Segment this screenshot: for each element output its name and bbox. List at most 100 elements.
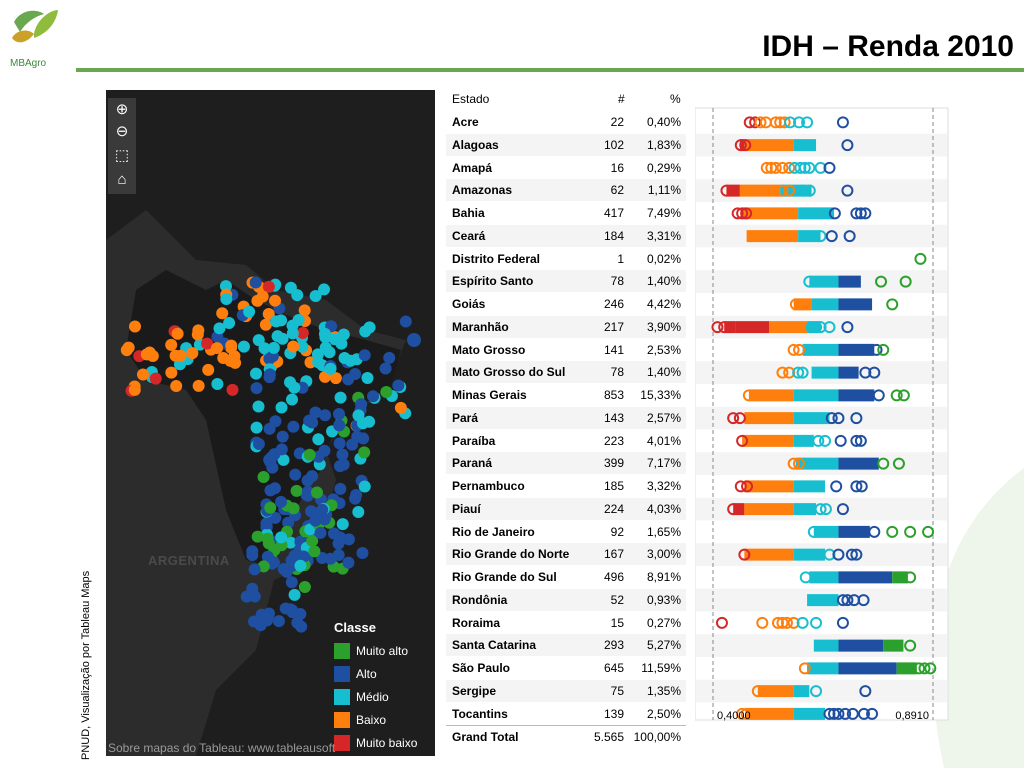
table-row[interactable]: Tocantins 139 2,50%	[446, 703, 686, 725]
table-row[interactable]: Pará 143 2,57%	[446, 406, 686, 429]
table-row[interactable]: Paraná 399 7,17%	[446, 452, 686, 475]
map-panel[interactable]	[106, 90, 435, 756]
home-icon[interactable]: ⌂	[117, 171, 127, 188]
municipality-dot	[251, 294, 264, 307]
header-estado[interactable]: Estado	[452, 92, 490, 106]
table-row[interactable]: Rondônia 52 0,93%	[446, 588, 686, 611]
municipality-dot	[289, 468, 302, 481]
cell-percent: 0,93%	[646, 592, 681, 607]
municipality-dot	[287, 502, 300, 515]
municipality-dot	[191, 328, 204, 341]
chart-range-bar	[744, 480, 794, 493]
municipality-dot	[334, 391, 347, 404]
municipality-dot	[314, 526, 327, 539]
chart-point	[814, 161, 827, 174]
chart-point	[740, 207, 753, 220]
municipality-dot	[297, 550, 310, 563]
cell-count: 417	[603, 206, 624, 220]
chart-point	[769, 116, 782, 129]
legend-item[interactable]: Baixo	[334, 708, 417, 731]
chart-point	[796, 366, 809, 379]
municipality-dot	[327, 527, 340, 540]
table-row[interactable]: Paraíba 223 4,01%	[446, 430, 686, 452]
cell-percent: 0,02%	[646, 251, 681, 266]
table-row[interactable]: Santa Catarina 293 5,27%	[446, 634, 686, 657]
cell-estado: Rio Grande do Sul	[452, 570, 557, 584]
chart-range-bar	[793, 412, 830, 425]
cell-percent: 7,49%	[646, 206, 681, 220]
table-row[interactable]: Acre 22 0,40%	[446, 111, 686, 133]
table-row[interactable]: Goiás 246 4,42%	[446, 293, 686, 315]
table-row[interactable]: Piauí 224 4,03%	[446, 497, 686, 520]
cell-count: 141	[603, 342, 624, 357]
chart-point	[787, 343, 800, 356]
table-row[interactable]: Rio de Janeiro 92 1,65%	[446, 521, 686, 543]
municipality-dot	[252, 400, 265, 413]
map-canvas	[106, 210, 421, 756]
table-row[interactable]: Maranhão 217 3,90%	[446, 315, 686, 338]
legend-swatch-alto	[334, 665, 350, 682]
chart-point	[859, 366, 872, 379]
table-row[interactable]: Minas Gerais 853 15,33%	[446, 384, 686, 406]
chart-point	[866, 707, 879, 720]
cell-percent: 2,57%	[646, 410, 681, 425]
municipality-dot	[229, 356, 242, 369]
municipality-dot	[252, 334, 265, 347]
table-row[interactable]: Pernambuco 185 3,32%	[446, 475, 686, 497]
municipality-dot	[186, 347, 199, 360]
table-row[interactable]: Alagoas 102 1,83%	[446, 133, 686, 156]
chart-point	[718, 321, 731, 334]
cell-percent: 8,91%	[646, 570, 681, 584]
legend-item[interactable]: Médio	[334, 685, 417, 708]
map-attribution-link[interactable]: Sobre mapas do Tableau: www.tableausoft	[108, 741, 336, 755]
table-row[interactable]: Rio Grande do Sul 496 8,91%	[446, 566, 686, 588]
table-row[interactable]: Mato Grosso do Sul 78 1,40%	[446, 361, 686, 384]
chart-point	[875, 275, 888, 288]
zoom-out-icon[interactable]: ⊖	[115, 123, 129, 140]
table-row[interactable]: Espírito Santo 78 1,40%	[446, 270, 686, 293]
legend-swatch-muito-baixo	[334, 734, 350, 751]
table-row[interactable]: São Paulo 645 11,59%	[446, 657, 686, 679]
chart-point	[836, 594, 849, 607]
municipality-dot	[257, 471, 270, 484]
table-row[interactable]: Rio Grande do Norte 167 3,00%	[446, 543, 686, 566]
legend-title: Classe	[334, 620, 376, 635]
chart-range-bar	[744, 139, 794, 152]
table-row[interactable]: Distrito Federal 1 0,02%	[446, 248, 686, 270]
chart-point	[854, 207, 867, 220]
chart-point	[736, 434, 749, 447]
cell-percent: 1,65%	[646, 524, 681, 539]
municipality-dot	[316, 503, 329, 516]
chart-range-bar	[793, 298, 812, 311]
header-count[interactable]: #	[618, 92, 625, 106]
chart-point	[740, 707, 753, 720]
municipality-dot	[336, 518, 349, 531]
legend-item[interactable]: Alto	[334, 662, 417, 685]
zoom-in-icon[interactable]: ⊕	[115, 101, 129, 118]
chart-point	[859, 207, 872, 220]
table-row[interactable]: Sergipe 75 1,35%	[446, 679, 686, 702]
table-row[interactable]: Bahia 417 7,49%	[446, 202, 686, 224]
select-area-icon[interactable]: ⬚	[114, 147, 130, 164]
cell-count: 184	[603, 228, 624, 243]
table-row[interactable]: Mato Grosso 141 2,53%	[446, 339, 686, 361]
municipality-dot	[309, 290, 322, 303]
table-row[interactable]: Ceará 184 3,31%	[446, 224, 686, 247]
municipality-dot	[223, 317, 236, 330]
municipality-dot	[309, 514, 322, 527]
chart-range-bar	[742, 207, 799, 220]
chart-range-bar	[838, 662, 897, 675]
legend-label: Médio	[356, 689, 389, 704]
municipality-dot	[303, 414, 316, 427]
municipality-dot	[286, 393, 299, 406]
legend-item[interactable]: Muito baixo	[334, 731, 417, 754]
municipality-dot	[296, 340, 309, 353]
table-row[interactable]: Amazonas 62 1,11%	[446, 179, 686, 202]
chart-point	[789, 298, 802, 311]
table-row[interactable]: Amapá 16 0,29%	[446, 157, 686, 179]
cell-count: 139	[603, 706, 624, 721]
background-swoosh	[932, 468, 1024, 768]
header-percent[interactable]: %	[670, 92, 681, 106]
table-row[interactable]: Roraima 15 0,27%	[446, 612, 686, 634]
legend-item[interactable]: Muito alto	[334, 639, 417, 662]
